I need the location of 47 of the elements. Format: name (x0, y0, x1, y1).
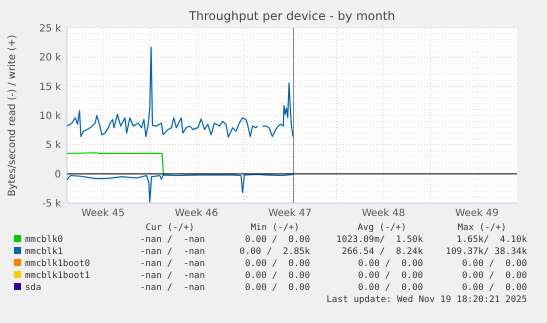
text: 0.00 / 0.00 (462, 283, 527, 293)
text: 0.00 / 0.00 (358, 283, 423, 293)
text: Avg (-/+) (358, 223, 406, 233)
x-tick-label: Week 45 (81, 208, 125, 219)
y-tick-label: 5 k (46, 140, 62, 152)
text: 1023.09m/ 1.50k (336, 235, 424, 245)
y-tick-label: -5 k (42, 198, 62, 210)
text: -nan / -nan (140, 283, 205, 293)
x-tick-label: Week 48 (362, 208, 406, 219)
chart-title: Throughput per device - by month (188, 9, 396, 23)
line-series (66, 174, 294, 202)
y-tick-label: 20 k (39, 52, 62, 64)
text: 0.00 / 0.00 (244, 235, 310, 245)
y-tick-label: 15 k (39, 82, 62, 93)
y-axis-title: Bytes/second read (-) / write (+) (7, 34, 18, 196)
text: 266.54 / 8.24k (342, 247, 424, 257)
y-tick-label: 0 (54, 169, 61, 180)
text: Min (-/+) (250, 223, 300, 233)
x-tick-label: Week 47 (268, 208, 312, 219)
text: -nan / -nan (140, 235, 205, 245)
legend-label: mmcblk1boot1 (25, 271, 90, 281)
legend-label: sda (25, 283, 42, 293)
x-tick-label: Week 49 (455, 208, 499, 219)
text: 0.00 / 0.00 (244, 271, 310, 281)
text: 0.00 / 0.00 (244, 283, 310, 293)
text: -nan / -nan (140, 271, 205, 281)
line-series (262, 82, 294, 138)
y-tick-label: 10 k (39, 111, 62, 122)
text: 0.00 / 2.85k (240, 247, 311, 257)
text: 0.00 / 0.00 (244, 259, 310, 269)
y-tick-label: 25 k (39, 24, 62, 34)
text: 0.00 / 0.00 (358, 259, 423, 269)
text: 0.00 / 0.00 (358, 271, 423, 281)
x-tick-label: Week 46 (174, 208, 218, 219)
text: Max (-/+) (458, 223, 506, 233)
text: 0.00 / 0.00 (462, 259, 527, 269)
text: -nan / -nan (140, 247, 205, 257)
legend-label: mmcblk0 (25, 235, 63, 245)
line-series (66, 46, 258, 138)
text: 0.00 / 0.00 (462, 271, 527, 281)
text: 1.65k/ 4.10k (456, 235, 528, 245)
text: Last update: Wed Nov 19 18:20:21 2025 (326, 295, 527, 305)
legend-label: mmcblk1 (25, 247, 63, 257)
text: Cur (-/+) (146, 223, 194, 233)
text: 109.37k/ 38.34k (446, 247, 528, 257)
legend-label: mmcblk1boot0 (25, 259, 90, 269)
text: -nan / -nan (140, 259, 205, 269)
